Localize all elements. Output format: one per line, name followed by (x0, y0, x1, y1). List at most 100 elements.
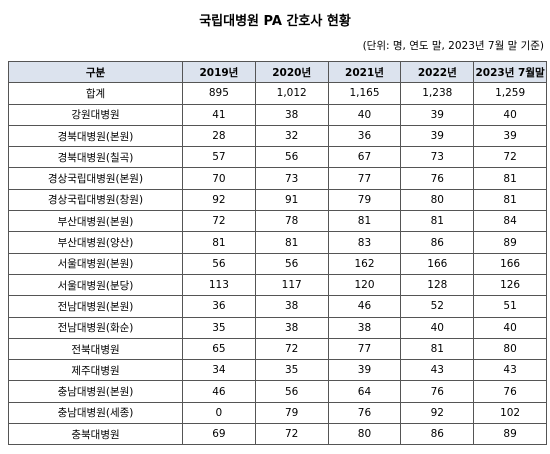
cell: 69 (182, 423, 256, 446)
cell: 1,238 (400, 82, 475, 105)
cell: 126 (473, 273, 547, 297)
cell: 81 (400, 337, 475, 361)
cell: 166 (400, 252, 475, 275)
cell: 89 (473, 231, 547, 254)
table-row: 경북대병원(본원) 28 32 36 39 39 (8, 124, 547, 148)
cell: 38 (254, 103, 329, 126)
cell: 65 (182, 337, 256, 361)
cell: 80 (400, 188, 475, 212)
table-row: 서울대병원(분당) 113 117 120 128 126 (8, 273, 547, 297)
cell: 40 (400, 316, 475, 339)
cell: 35 (182, 316, 256, 339)
cell: 39 (400, 103, 475, 126)
row-label: 부산대병원(본원) (8, 210, 183, 233)
cell: 72 (182, 210, 256, 233)
cell: 89 (473, 423, 547, 446)
cell: 28 (182, 124, 256, 148)
row-label: 전남대병원(본원) (8, 295, 183, 318)
table-row: 경상국립대병원(창원) 92 91 79 80 81 (8, 188, 547, 212)
table-row: 제주대병원 34 35 39 43 43 (8, 359, 547, 382)
cell: 32 (254, 124, 329, 148)
cell: 39 (327, 359, 402, 382)
cell: 40 (327, 103, 402, 126)
column-header: 2020년 (254, 60, 329, 84)
cell: 77 (327, 167, 402, 190)
cell: 76 (400, 167, 475, 190)
table-row: 부산대병원(본원) 72 78 81 81 84 (8, 210, 547, 233)
header-row: 구분 2019년 2020년 2021년 2022년 2023년 7월말 (8, 60, 547, 84)
cell: 81 (473, 188, 547, 212)
table-row: 충남대병원(세종) 0 79 76 92 102 (8, 401, 547, 425)
cell: 73 (400, 146, 475, 169)
cell: 79 (254, 401, 329, 425)
table-row: 경북대병원(칠곡) 57 56 67 73 72 (8, 146, 547, 169)
cell: 895 (182, 82, 256, 105)
cell: 40 (473, 316, 547, 339)
cell: 81 (182, 231, 256, 254)
cell: 40 (473, 103, 547, 126)
column-header: 구분 (8, 60, 183, 84)
cell: 51 (473, 295, 547, 318)
cell: 46 (182, 380, 256, 403)
row-label: 충북대병원 (8, 423, 183, 446)
cell: 38 (254, 316, 329, 339)
cell: 92 (182, 188, 256, 212)
cell: 38 (327, 316, 402, 339)
cell: 77 (327, 337, 402, 361)
row-label: 충남대병원(세종) (8, 401, 183, 425)
row-label: 경상국립대병원(본원) (8, 167, 183, 190)
row-label: 제주대병원 (8, 359, 183, 382)
row-label: 서울대병원(본원) (8, 252, 183, 275)
cell: 41 (182, 103, 256, 126)
cell: 80 (473, 337, 547, 361)
cell: 67 (327, 146, 402, 169)
cell: 91 (254, 188, 329, 212)
row-label: 서울대병원(분당) (8, 273, 183, 297)
cell: 1,259 (473, 82, 547, 105)
cell: 117 (254, 273, 329, 297)
column-header: 2022년 (400, 60, 475, 84)
table: 구분 2019년 2020년 2021년 2022년 2023년 7월말 합계 895 1,0… (8, 60, 547, 446)
table-row: 전북대병원 65 72 77 81 80 (8, 337, 547, 361)
table-body: 합계 895 1,012 1,165 1,238 1,259 강원대병원 41 38 40 39 40… (8, 82, 547, 446)
table-row: 전남대병원(본원) 36 38 46 52 51 (8, 295, 547, 318)
cell: 166 (473, 252, 547, 275)
cell: 0 (182, 401, 256, 425)
table-row: 충북대병원 69 72 80 86 89 (8, 423, 547, 446)
cell: 80 (327, 423, 402, 446)
cell: 84 (473, 210, 547, 233)
table-row: 부산대병원(양산) 81 81 83 86 89 (8, 231, 547, 254)
cell: 36 (327, 124, 402, 148)
column-header: 2021년 (327, 60, 402, 84)
cell: 120 (327, 273, 402, 297)
cell: 81 (473, 167, 547, 190)
row-label: 경북대병원(본원) (8, 124, 183, 148)
cell: 56 (182, 252, 256, 275)
cell: 1,012 (254, 82, 329, 105)
row-label: 경북대병원(칠곡) (8, 146, 183, 169)
cell: 78 (254, 210, 329, 233)
cell: 35 (254, 359, 329, 382)
cell: 34 (182, 359, 256, 382)
cell: 52 (400, 295, 475, 318)
cell: 128 (400, 273, 475, 297)
table-row: 전남대병원(화순) 35 38 38 40 40 (8, 316, 547, 339)
cell: 76 (473, 380, 547, 403)
row-label: 부산대병원(양산) (8, 231, 183, 254)
cell: 56 (254, 380, 329, 403)
cell: 56 (254, 252, 329, 275)
row-label: 합계 (8, 82, 183, 105)
unit-note: (단위: 명, 연도 말, 2023년 7월 말 기준) (362, 40, 544, 52)
cell: 1,165 (327, 82, 402, 105)
cell: 81 (327, 210, 402, 233)
cell: 72 (254, 423, 329, 446)
cell: 76 (400, 380, 475, 403)
column-header: 2019년 (182, 60, 256, 84)
cell: 43 (473, 359, 547, 382)
cell: 86 (400, 423, 475, 446)
cell: 79 (327, 188, 402, 212)
cell: 56 (254, 146, 329, 169)
cell: 113 (182, 273, 256, 297)
cell: 39 (400, 124, 475, 148)
